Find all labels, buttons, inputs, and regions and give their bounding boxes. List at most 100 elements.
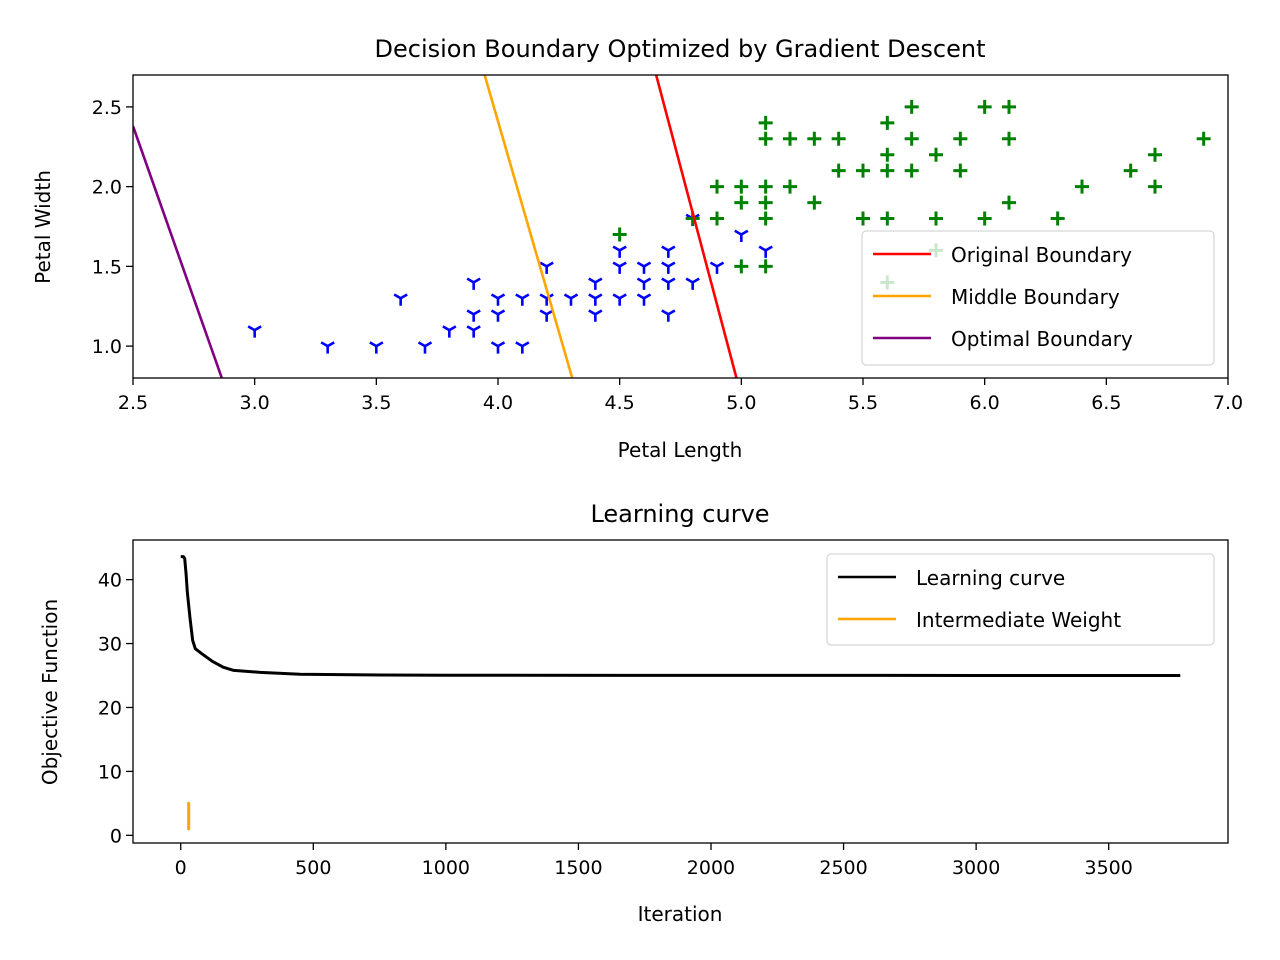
versicolor-point [588, 277, 603, 290]
chart1-axes-frame [132, 74, 1229, 379]
chart1-legend: Original Boundary Middle Boundary Optima… [861, 230, 1215, 366]
virginica-point [612, 227, 627, 242]
chart1-ylabel: Petal Width [31, 170, 55, 284]
chart1-title: Decision Boundary Optimized by Gradient … [375, 35, 986, 63]
versicolor-point [636, 277, 652, 290]
chart1-xtick-label: 6.5 [1091, 392, 1121, 414]
versicolor-point [490, 309, 506, 322]
versicolor-point [661, 261, 676, 274]
virginica-point [856, 211, 870, 226]
optimal-boundary-line [133, 125, 224, 378]
virginica-point [758, 195, 773, 210]
versicolor-point [612, 245, 627, 258]
virginica-point [929, 147, 943, 162]
versicolor-point [490, 341, 506, 354]
versicolor-point [709, 261, 725, 274]
chart2-xtick-label: 1000 [422, 857, 470, 879]
versicolor-point [466, 277, 481, 290]
legend-optimal-label: Optimal Boundary [951, 327, 1133, 351]
virginica-point [929, 211, 943, 226]
virginica-point [977, 99, 992, 114]
legend-learning-curve-label: Learning curve [916, 566, 1065, 590]
chart2-xtick-label: 2000 [687, 857, 735, 879]
chart1-xtick-label: 7.0 [1213, 392, 1243, 414]
versicolor-point [661, 309, 676, 322]
virginica-point [1002, 195, 1016, 210]
virginica-point [953, 131, 968, 146]
virginica-point [807, 131, 822, 146]
versicolor-point [247, 325, 262, 338]
chart2-legend: Learning curve Intermediate Weight [826, 553, 1215, 646]
versicolor-point [466, 309, 481, 322]
chart2-ylabel: Objective Function [38, 599, 62, 785]
versicolor-point [539, 309, 554, 322]
versicolor-point [661, 277, 676, 290]
chart1-xtick-label: 3.0 [240, 392, 270, 414]
chart1-ticks: 2.5 3.0 3.5 4.0 4.5 5.0 5.5 6.0 6.5 7.0 1.0 1.5 2.0 2… [92, 97, 1243, 414]
versicolor-point [442, 325, 457, 338]
chart1-xtick-label: 4.5 [605, 392, 635, 414]
chart1-xtick-label: 3.5 [361, 392, 391, 414]
chart2-xtick-label: 0 [175, 857, 187, 879]
virginica-point [734, 259, 749, 274]
virginica-point [758, 131, 773, 146]
chart1-xtick-label: 4.0 [483, 392, 513, 414]
versicolor-point [588, 309, 603, 322]
virginica-point [856, 163, 870, 178]
chart2-legend-box [826, 553, 1215, 646]
chart1-ytick-label: 2.0 [92, 177, 122, 199]
virginica-point [880, 163, 895, 178]
chart2-ytick-label: 40 [98, 570, 122, 592]
virginica-point [1050, 211, 1065, 226]
legend-middle-label: Middle Boundary [951, 285, 1120, 309]
virginica-point [1002, 99, 1016, 114]
virginica-point [1123, 163, 1138, 178]
chart1-xtick-label: 5.5 [848, 392, 878, 414]
decision-boundary-chart: Decision Boundary Optimized by Gradient … [31, 35, 1243, 462]
virginica-point [758, 179, 773, 194]
chart1-ytick-label: 1.0 [92, 336, 122, 358]
versicolor-point [612, 261, 627, 274]
virginica-point [880, 115, 895, 130]
chart2-axes-frame [132, 539, 1229, 844]
virginica-point [783, 131, 797, 146]
chart2-ytick-label: 0 [110, 825, 122, 847]
versicolor-point [588, 293, 603, 306]
middle-boundary-line [483, 75, 574, 378]
original-boundary-line [654, 75, 738, 378]
virginica-point [758, 259, 773, 274]
legend-intermediate-weight-label: Intermediate Weight [916, 608, 1121, 632]
versicolor-point [466, 325, 481, 338]
virginica-point [1148, 147, 1162, 162]
chart1-plot-area [133, 75, 1211, 378]
virginica-point [880, 211, 895, 226]
chart2-xtick-label: 500 [295, 857, 331, 879]
virginica-point [758, 211, 773, 226]
chart2-ticks: 0 500 1000 1500 2000 2500 3000 3500 0 10 20 30 40 [98, 570, 1133, 879]
chart1-ytick-label: 2.5 [92, 97, 122, 119]
versicolor-point [685, 277, 700, 290]
virginica-point [904, 99, 919, 114]
chart1-xtick-label: 2.5 [118, 392, 148, 414]
learning-curve-chart: Learning curve Iteration Objective Funct… [38, 500, 1229, 926]
virginica-point [953, 163, 968, 178]
chart2-title: Learning curve [590, 500, 769, 528]
chart2-ytick-label: 30 [98, 634, 122, 656]
versicolor-point [515, 293, 530, 306]
virginica-point [758, 115, 773, 130]
chart2-ytick-label: 20 [98, 697, 122, 719]
versicolor-point [563, 293, 579, 306]
virginica-point [904, 163, 919, 178]
versicolor-point [539, 261, 554, 274]
chart2-xtick-label: 2500 [819, 857, 867, 879]
virginica-point [977, 211, 992, 226]
virginica-point [831, 163, 846, 178]
versicolor-point [758, 245, 773, 258]
versicolor-point [636, 261, 652, 274]
virginica-point [1075, 179, 1089, 194]
virginica-point [783, 179, 797, 194]
virginica-point [1148, 179, 1162, 194]
chart1-xtick-label: 5.0 [726, 392, 756, 414]
chart2-xtick-label: 1500 [554, 857, 602, 879]
